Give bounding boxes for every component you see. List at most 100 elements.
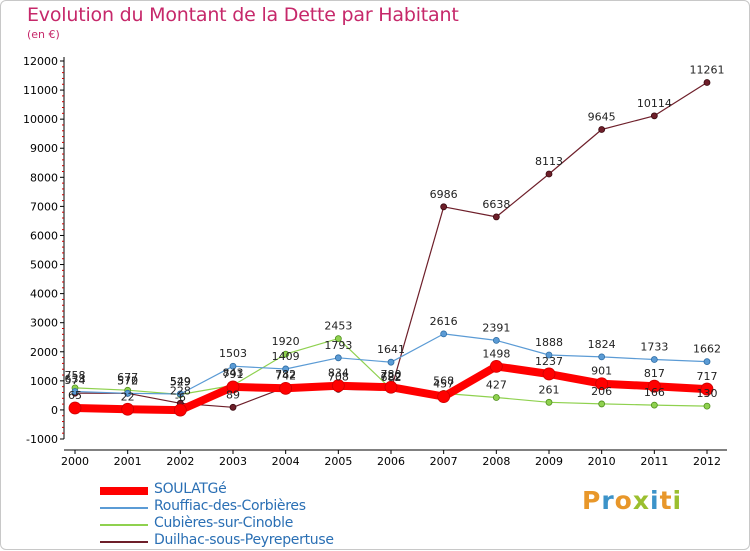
data-label: 6638 (482, 198, 510, 211)
data-point (545, 351, 553, 359)
data-label: 1237 (535, 355, 563, 368)
data-label: 1409 (272, 350, 300, 363)
data-label: 166 (644, 386, 665, 399)
logo-letter: i (650, 486, 660, 515)
data-label: 2616 (430, 315, 458, 328)
data-label: 89 (226, 388, 240, 401)
logo-letter: r (601, 486, 615, 515)
x-tick-label: 2012 (693, 455, 721, 468)
y-tick-label: 11000 (23, 84, 58, 97)
legend-swatch (100, 507, 148, 509)
data-label: 843 (223, 366, 244, 379)
logo-letter: o (614, 486, 633, 515)
legend-label: SOULATGé (154, 481, 227, 497)
data-label: 1503 (219, 347, 247, 360)
data-label: 633 (65, 373, 86, 386)
data-point (334, 335, 342, 342)
data-label: 1641 (377, 343, 405, 356)
data-point (545, 170, 553, 178)
data-label: 1920 (272, 335, 300, 348)
x-tick-label: 2011 (640, 455, 668, 468)
data-label: 717 (697, 370, 718, 383)
x-tick-label: 2006 (377, 455, 405, 468)
data-label: 568 (433, 374, 454, 387)
data-label: 130 (697, 387, 718, 400)
data-point (229, 403, 237, 411)
x-tick-label: 2005 (324, 455, 352, 468)
y-tick-label: 9000 (30, 142, 58, 155)
chart-data-labels: 65 22 -6 791 742 834 780 457 1498 1237 901 817 717 63… (65, 63, 725, 404)
data-label: 677 (117, 371, 138, 384)
data-point (700, 382, 714, 396)
data-point (229, 362, 237, 370)
logo-letter: i (672, 486, 683, 515)
data-point (598, 126, 606, 133)
data-label: 206 (591, 385, 612, 398)
data-label: 2453 (324, 320, 352, 333)
data-point (542, 367, 556, 381)
data-point (282, 350, 290, 358)
data-label: -6 (175, 391, 186, 404)
y-tick-label: 0 (51, 404, 58, 417)
data-point (387, 358, 395, 366)
data-label: 722 (381, 370, 402, 383)
y-tick-label: 2000 (30, 346, 58, 359)
data-point (68, 401, 82, 415)
data-label: 22 (121, 390, 135, 403)
data-point (595, 377, 609, 391)
data-point (71, 388, 79, 395)
data-label: 6986 (430, 188, 458, 201)
y-tick-label: 1000 (30, 375, 58, 388)
y-tick-label: 4000 (30, 288, 58, 301)
proxiti-logo: Proxiti (582, 486, 682, 515)
legend-label: Duilhac-sous-Peyrepertuse (154, 532, 334, 548)
data-label: 1824 (588, 338, 616, 351)
data-point (492, 213, 500, 221)
legend-swatch (100, 524, 148, 526)
data-label: 228 (170, 384, 191, 397)
y-tick-label: 3000 (30, 317, 58, 330)
x-tick-label: 2004 (272, 455, 300, 468)
data-point (489, 359, 503, 373)
data-label: 901 (591, 365, 612, 378)
data-label: 1733 (640, 341, 668, 354)
data-label: 9645 (588, 110, 616, 123)
data-label: 742 (275, 369, 296, 382)
y-tick-label: -1000 (26, 433, 58, 446)
data-point (331, 379, 345, 393)
data-label: 10114 (637, 97, 672, 110)
data-point (650, 356, 658, 363)
data-label: 8113 (535, 155, 563, 168)
data-label: 1498 (482, 347, 510, 360)
data-label: 457 (433, 378, 454, 391)
data-point (703, 358, 711, 365)
data-label: 574 (65, 374, 86, 387)
data-label: 549 (170, 375, 191, 388)
data-label: 570 (117, 374, 138, 387)
data-point (437, 390, 451, 404)
data-label: 834 (328, 367, 349, 380)
x-tick-label: 2002 (166, 455, 194, 468)
data-label: 529 (170, 376, 191, 389)
chart-axes: -1000 0 1000 2000 3000 4000 5000 6000 7000 8000 90… (23, 55, 727, 468)
data-point (384, 380, 398, 394)
x-tick-label: 2010 (588, 455, 616, 468)
data-point (492, 337, 500, 344)
data-label: 780 (381, 368, 402, 381)
data-label: 817 (644, 367, 665, 380)
data-point (176, 390, 184, 398)
data-point (334, 354, 342, 362)
y-tick-label: 5000 (30, 259, 58, 272)
chart-series (68, 79, 714, 417)
data-point (650, 112, 658, 120)
logo-letter: P (582, 486, 602, 515)
logo-letter: x (632, 486, 650, 515)
data-point (282, 365, 290, 373)
data-label: 572 (117, 374, 138, 387)
data-label: 1793 (324, 339, 352, 352)
data-label: 782 (275, 368, 296, 381)
data-label: 261 (539, 383, 560, 396)
data-point (703, 79, 711, 86)
data-point (492, 394, 500, 401)
data-point (598, 400, 606, 408)
